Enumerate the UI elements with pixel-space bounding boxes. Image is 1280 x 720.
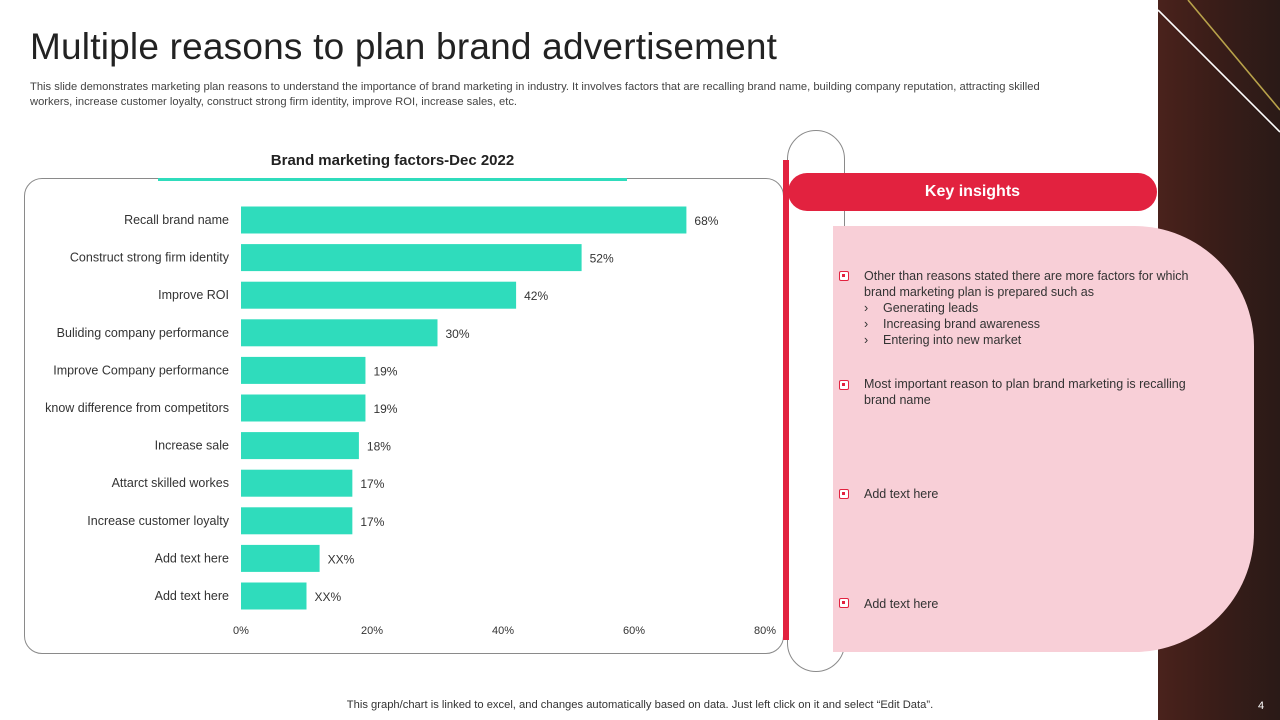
bar[interactable] <box>241 432 359 460</box>
insight-sub-item-text: Entering into new market <box>883 333 1022 347</box>
x-tick-label: 20% <box>361 625 383 637</box>
category-label: Construct strong firm identity <box>70 251 230 265</box>
page-title: Multiple reasons to plan brand advertise… <box>30 26 778 67</box>
bar[interactable] <box>241 544 320 572</box>
insight-text: Other than reasons stated there are more… <box>864 269 1189 299</box>
bullet-square-icon <box>839 271 849 281</box>
value-label: 19% <box>373 364 397 378</box>
category-label: know difference from competitors <box>45 401 229 415</box>
insight-sub-item: › Entering into new market <box>864 332 1194 348</box>
decorative-diagonal-lines <box>1158 0 1280 133</box>
bar[interactable] <box>241 244 582 272</box>
page-number: 4 <box>1258 700 1265 712</box>
bar-chart[interactable]: Recall brand name 68% Construct strong fir… <box>0 0 800 660</box>
chart-title: Brand marketing factors-Dec 2022 <box>270 152 515 169</box>
bar[interactable] <box>241 206 687 234</box>
value-label: 30% <box>446 327 470 341</box>
x-tick-label: 40% <box>492 625 514 637</box>
value-label: 17% <box>360 477 384 491</box>
insight-item-1: Other than reasons stated there are more… <box>864 268 1194 348</box>
bar[interactable] <box>241 356 366 384</box>
value-label: XX% <box>315 590 342 604</box>
bar[interactable] <box>241 582 307 610</box>
category-label: Increase customer loyalty <box>87 514 229 528</box>
footer-note: This graph/chart is linked to excel, and… <box>346 699 934 711</box>
page-subtitle: This slide demonstrates marketing plan r… <box>30 81 1040 108</box>
bullet-square-icon <box>839 598 849 608</box>
category-label: Attarct skilled workes <box>112 476 229 490</box>
category-label: Recall brand name <box>124 213 229 227</box>
chevron-right-icon: › <box>864 301 869 315</box>
x-tick-label: 0% <box>233 625 249 637</box>
bar[interactable] <box>241 281 517 309</box>
category-label: Increase sale <box>155 439 229 453</box>
chevron-right-icon: › <box>864 333 869 347</box>
insight-sub-item-text: Increasing brand awareness <box>883 317 1041 331</box>
bullet-square-icon <box>839 489 849 499</box>
bar[interactable] <box>241 507 353 535</box>
bar[interactable] <box>241 319 438 347</box>
category-label: Improve ROI <box>158 288 229 302</box>
insight-item-3: Add text here <box>864 487 939 501</box>
bar[interactable] <box>241 394 366 422</box>
bullet-square-icon <box>839 380 849 390</box>
insight-item-4: Add text here <box>864 597 939 611</box>
chevron-right-icon: › <box>864 317 869 331</box>
x-tick-label: 80% <box>754 625 776 637</box>
x-tick-label: 60% <box>623 625 645 637</box>
value-label: XX% <box>328 552 355 566</box>
value-label: 52% <box>590 252 614 266</box>
value-label: 18% <box>367 440 391 454</box>
category-label: Buliding company performance <box>57 326 229 340</box>
category-label: Improve Company performance <box>53 363 229 377</box>
category-label: Add text here <box>155 551 229 565</box>
insight-sub-item: › Generating leads <box>864 300 1194 316</box>
insights-header: Key insights <box>788 173 1157 211</box>
insight-sub-item: › Increasing brand awareness <box>864 316 1194 332</box>
bar[interactable] <box>241 469 353 497</box>
insight-item-2: Most important reason to plan brand mark… <box>864 377 1186 407</box>
insights-panel <box>833 226 1254 652</box>
category-label: Add text here <box>155 589 229 603</box>
value-label: 19% <box>373 402 397 416</box>
divider-red-line <box>783 160 789 640</box>
value-label: 68% <box>694 214 718 228</box>
value-label: 17% <box>360 515 384 529</box>
insight-sub-item-text: Generating leads <box>883 301 979 315</box>
value-label: 42% <box>524 289 548 303</box>
chart-title-underline <box>158 178 627 181</box>
